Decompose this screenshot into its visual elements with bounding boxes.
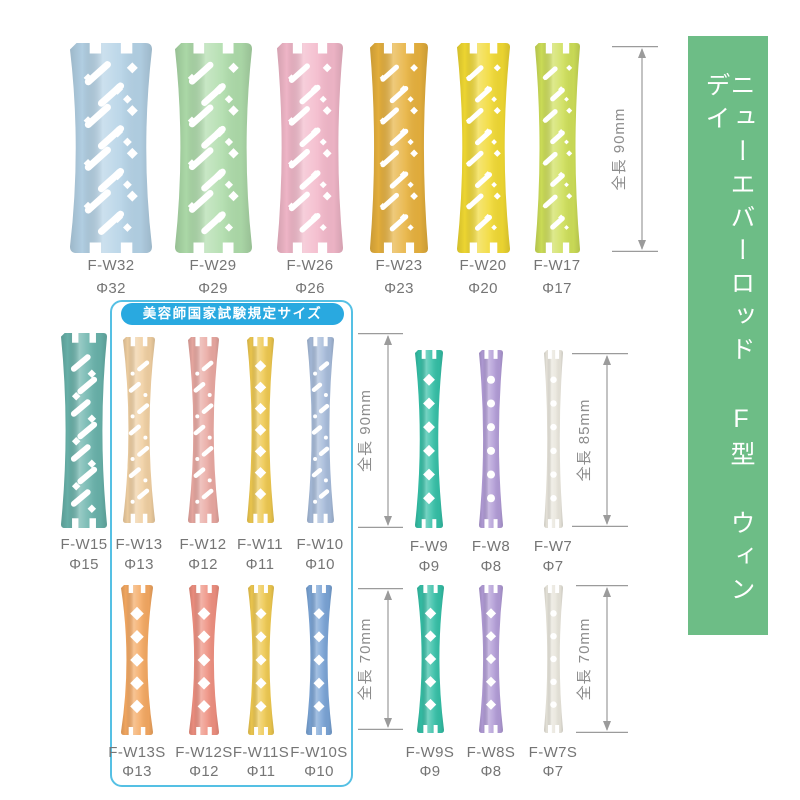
dimension-arrow: 全長 90mm bbox=[356, 333, 403, 533]
rod-F-W10S bbox=[306, 585, 332, 740]
rod-diameter-label: Φ17 bbox=[542, 280, 572, 297]
rod-diameter-label: Φ7 bbox=[542, 763, 564, 780]
rod-F-W10 bbox=[306, 337, 334, 528]
rod-name-label: F-W12 bbox=[179, 536, 227, 553]
rod-diameter-label: Φ32 bbox=[96, 280, 126, 297]
rod-name-label: F-W9 bbox=[409, 538, 449, 555]
rod-name-label: F-W13 bbox=[115, 536, 163, 553]
rod-F-W13 bbox=[123, 337, 155, 528]
rod-diameter-label: Φ11 bbox=[245, 556, 275, 573]
dimension-label: 全長 70mm bbox=[575, 618, 593, 701]
rod-diameter-label: Φ9 bbox=[419, 763, 441, 780]
rod-F-W9S bbox=[416, 585, 444, 738]
rod-diameter-label: Φ13 bbox=[124, 556, 154, 573]
rod-name-label: F-W23 bbox=[375, 257, 423, 274]
rod-name-label: F-W17 bbox=[533, 257, 581, 274]
rod-F-W12 bbox=[187, 337, 219, 528]
rod-name-label: F-W9S bbox=[405, 744, 455, 761]
rod-name-label: F-W7 bbox=[533, 538, 573, 555]
rod-diameter-label: Φ13 bbox=[122, 763, 152, 780]
rod-name-label: F-W11S bbox=[232, 744, 290, 761]
rod-F-W13S bbox=[121, 585, 153, 740]
rod-F-W7S bbox=[543, 585, 563, 738]
rod-F-W32 bbox=[70, 43, 152, 258]
dimension-label: 全長 70mm bbox=[356, 618, 374, 701]
rod-F-W15 bbox=[61, 333, 107, 533]
rod-diameter-label: Φ7 bbox=[542, 558, 564, 575]
rod-F-W17 bbox=[534, 43, 580, 258]
rod-diameter-label: Φ29 bbox=[198, 280, 228, 297]
rod-diameter-label: Φ15 bbox=[69, 556, 99, 573]
rod-F-W29 bbox=[174, 43, 252, 258]
rod-name-label: F-W13S bbox=[108, 744, 166, 761]
rod-F-W26 bbox=[277, 43, 343, 258]
exam-size-header: 美容師国家試験規定サイズ bbox=[121, 303, 344, 325]
rod-diameter-label: Φ8 bbox=[480, 763, 502, 780]
rod-name-label: F-W29 bbox=[189, 257, 237, 274]
rod-diameter-label: Φ10 bbox=[305, 556, 335, 573]
rod-diameter-label: Φ11 bbox=[246, 763, 276, 780]
rod-name-label: F-W10S bbox=[290, 744, 348, 761]
rod-name-label: F-W8 bbox=[471, 538, 511, 555]
page-title: ニューエバーロッド F型 ウィンデイ bbox=[702, 72, 755, 609]
dimension-arrow: 全長 70mm bbox=[356, 588, 403, 735]
dimension-arrow: 全長 85mm bbox=[572, 353, 628, 532]
rod-name-label: F-W15 bbox=[60, 536, 108, 553]
rod-diameter-label: Φ26 bbox=[295, 280, 325, 297]
rod-diameter-label: Φ8 bbox=[480, 558, 502, 575]
rod-F-W11S bbox=[248, 585, 274, 740]
rod-F-W8S bbox=[479, 585, 503, 738]
rod-name-label: F-W12S bbox=[175, 744, 233, 761]
rod-name-label: F-W11 bbox=[237, 536, 283, 553]
rod-diameter-label: Φ12 bbox=[189, 763, 219, 780]
title-banner: ニューエバーロッド F型 ウィンデイ bbox=[688, 36, 768, 635]
rod-diameter-label: Φ23 bbox=[384, 280, 414, 297]
dimension-arrow: 全長 70mm bbox=[575, 585, 628, 738]
exam-size-box bbox=[110, 300, 353, 787]
rod-F-W11 bbox=[246, 337, 274, 528]
rod-name-label: F-W26 bbox=[286, 257, 334, 274]
dimension-label: 全長 85mm bbox=[575, 399, 593, 482]
rod-diameter-label: Φ20 bbox=[468, 280, 498, 297]
rod-F-W20 bbox=[456, 43, 510, 258]
rod-F-W12S bbox=[189, 585, 219, 740]
dimension-label: 全長 90mm bbox=[610, 108, 628, 191]
rod-diameter-label: Φ9 bbox=[418, 558, 440, 575]
rod-name-label: F-W10 bbox=[296, 536, 344, 553]
rod-F-W7 bbox=[543, 350, 563, 533]
rod-diameter-label: Φ10 bbox=[304, 763, 334, 780]
rod-name-label: F-W20 bbox=[459, 257, 507, 274]
rod-name-label: F-W7S bbox=[528, 744, 578, 761]
rod-name-label: F-W8S bbox=[466, 744, 516, 761]
dimension-arrow: 全長 90mm bbox=[610, 46, 658, 257]
dimension-label: 全長 90mm bbox=[356, 389, 374, 472]
rod-name-label: F-W32 bbox=[87, 257, 135, 274]
rod-F-W9 bbox=[415, 350, 443, 533]
rod-diameter-label: Φ12 bbox=[188, 556, 218, 573]
rod-F-W8 bbox=[479, 350, 503, 533]
rod-F-W23 bbox=[370, 43, 428, 258]
